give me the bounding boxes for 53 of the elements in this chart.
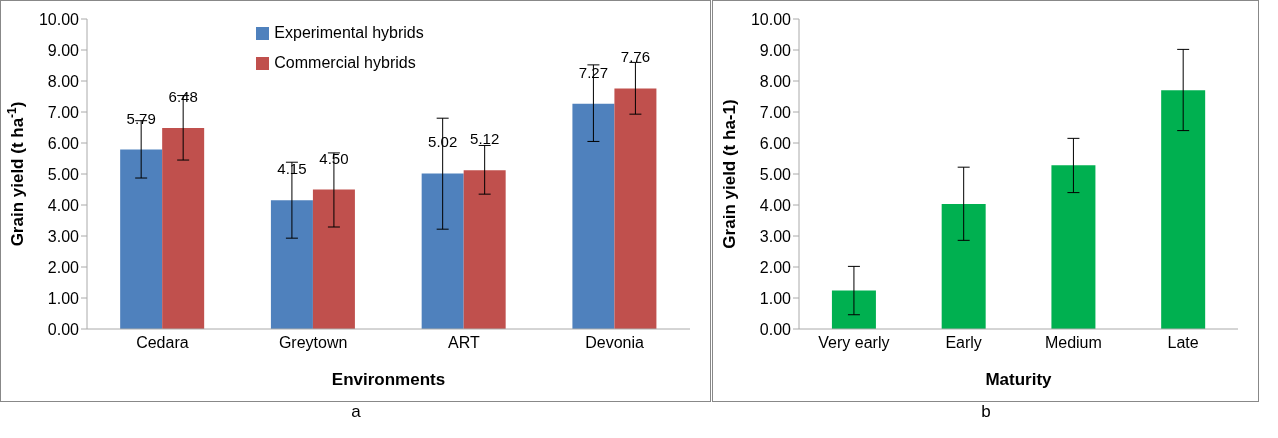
- y-tick-label: 4.00: [759, 196, 792, 214]
- x-tick-label: Greytown: [278, 334, 348, 352]
- x-tick-label: Early: [945, 334, 982, 352]
- y-tick-label: 8.00: [759, 72, 792, 90]
- y-tick-label: 6.00: [47, 134, 80, 152]
- bar: [312, 189, 355, 329]
- bar: [1161, 90, 1206, 329]
- x-tick-label: Cedara: [136, 334, 189, 352]
- y-tick-label: 5.00: [47, 165, 80, 183]
- x-tick-label: Medium: [1044, 334, 1102, 352]
- y-axis-title: Grain yield (t ha-1): [720, 99, 739, 249]
- y-tick-label: 8.00: [47, 72, 80, 90]
- y-tick-label: 10.00: [38, 10, 80, 28]
- y-tick-label: 2.00: [47, 258, 80, 276]
- y-tick-label: 0.00: [47, 320, 80, 338]
- bar: [120, 149, 163, 329]
- bar: [270, 200, 313, 329]
- x-tick-label: Late: [1167, 334, 1199, 352]
- data-label: 6.48: [168, 88, 198, 106]
- y-tick-label: 3.00: [759, 227, 792, 245]
- data-label: 5.12: [470, 130, 500, 148]
- y-tick-label: 2.00: [759, 258, 792, 276]
- y-tick-label: 7.00: [47, 103, 80, 121]
- x-axis-title: Maturity: [985, 370, 1053, 389]
- y-tick-label: 9.00: [759, 41, 792, 59]
- y-tick-label: 7.00: [759, 103, 792, 121]
- y-tick-label: 3.00: [47, 227, 80, 245]
- bar: [831, 290, 876, 329]
- text: a: [350, 402, 362, 422]
- bar: [162, 128, 205, 329]
- legend-label: Experimental hybrids: [274, 23, 424, 43]
- bar: [572, 103, 615, 329]
- y-tick-label: 10.00: [750, 10, 792, 28]
- data-label: 5.79: [126, 109, 156, 127]
- y-tick-label: 9.00: [47, 41, 80, 59]
- y-tick-label: 6.00: [759, 134, 792, 152]
- x-tick-label: Devonia: [585, 334, 645, 352]
- y-tick-label: 5.00: [759, 165, 792, 183]
- y-tick-label: 0.00: [759, 320, 792, 338]
- bar: [941, 204, 986, 329]
- data-label: 7.76: [620, 48, 651, 66]
- x-tick-label: Very early: [818, 334, 890, 352]
- text: b: [980, 402, 992, 422]
- y-tick-label: 1.00: [759, 289, 792, 307]
- y-tick-label: 4.00: [47, 196, 80, 214]
- bar: [1051, 165, 1096, 329]
- bar: [614, 88, 657, 329]
- x-axis-title: Environments: [331, 370, 446, 389]
- x-tick-label: ART: [448, 334, 480, 352]
- y-tick-label: 1.00: [47, 289, 80, 307]
- bar: [421, 173, 464, 329]
- bar: [463, 170, 506, 329]
- legend-label: Commercial hybrids: [274, 53, 416, 73]
